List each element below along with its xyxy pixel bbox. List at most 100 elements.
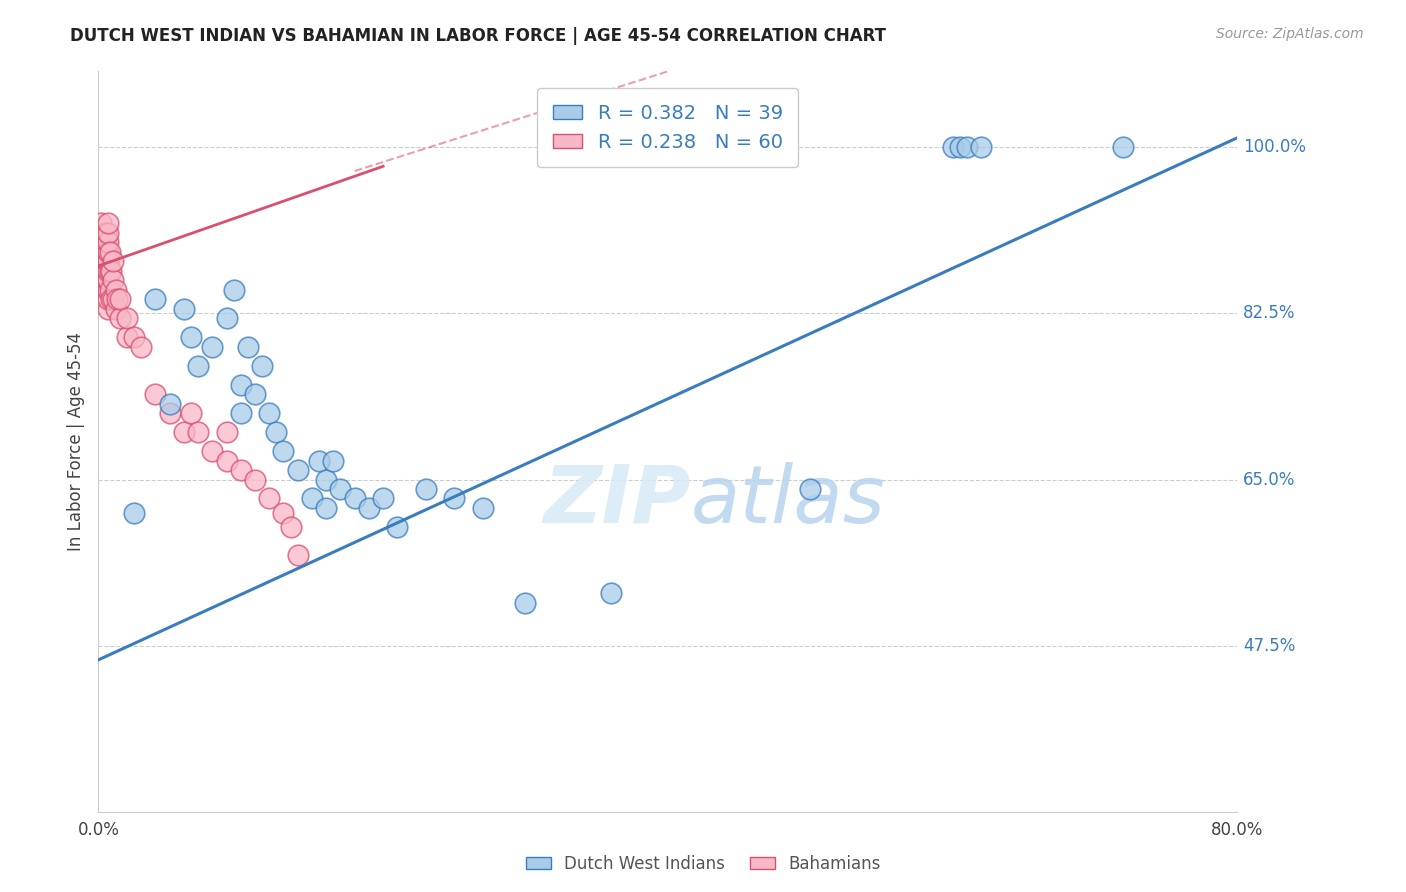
Text: ZIP: ZIP [543,462,690,540]
Point [159,406,181,420]
Point [471,500,494,515]
Point [273,444,295,458]
Point [515,596,537,610]
Point [90,226,112,240]
Point [949,140,972,154]
Point [108,292,131,306]
Point [1112,140,1135,154]
Point [98,244,121,259]
Point [104,283,127,297]
Point [93,244,115,259]
Point [97,254,120,268]
Text: atlas: atlas [690,462,886,540]
Point [129,340,152,354]
Point [173,425,195,439]
Point [180,406,202,420]
Point [100,292,122,306]
Point [415,482,437,496]
Point [329,482,352,496]
Point [97,235,120,250]
Y-axis label: In Labor Force | Age 45-54: In Labor Force | Age 45-54 [66,332,84,551]
Point [266,425,288,439]
Point [215,311,238,326]
Point [97,263,120,277]
Point [259,491,281,506]
Point [91,235,114,250]
Point [97,283,120,297]
Point [94,235,117,250]
Point [243,473,266,487]
Point [159,396,181,410]
Text: DUTCH WEST INDIAN VS BAHAMIAN IN LABOR FORCE | AGE 45-54 CORRELATION CHART: DUTCH WEST INDIAN VS BAHAMIAN IN LABOR F… [70,27,886,45]
Point [180,330,202,344]
Point [357,500,380,515]
Point [343,491,366,506]
Point [101,254,124,268]
Point [101,273,124,287]
Point [201,340,224,354]
Point [93,263,115,277]
Point [942,140,965,154]
Point [229,463,252,477]
Point [600,586,623,600]
Text: 82.5%: 82.5% [1243,304,1295,322]
Point [97,244,120,259]
Point [970,140,993,154]
Point [122,506,145,520]
Point [799,482,821,496]
Point [229,406,252,420]
Point [187,359,209,373]
Point [101,292,124,306]
Point [100,263,122,277]
Legend: R = 0.382   N = 39, R = 0.238   N = 60: R = 0.382 N = 39, R = 0.238 N = 60 [537,88,799,168]
Point [115,311,138,326]
Point [322,453,344,467]
Point [315,500,337,515]
Point [387,520,409,534]
Point [97,216,120,230]
Point [315,473,337,487]
Point [201,444,224,458]
Point [94,244,117,259]
Text: 100.0%: 100.0% [1243,138,1306,156]
Point [97,273,120,287]
Point [94,226,117,240]
Point [287,463,309,477]
Point [97,301,120,316]
Point [97,226,120,240]
Point [187,425,209,439]
Point [145,387,167,401]
Point [373,491,395,506]
Point [90,263,112,277]
Point [443,491,465,506]
Point [97,292,120,306]
Point [145,292,167,306]
Point [105,292,128,306]
Text: 65.0%: 65.0% [1243,470,1295,489]
Point [280,520,302,534]
Point [96,254,118,268]
Point [108,311,131,326]
Point [956,140,979,154]
Point [104,301,127,316]
Point [287,549,309,563]
Point [222,283,245,297]
Point [122,330,145,344]
Point [91,254,114,268]
Point [250,359,273,373]
Point [301,491,323,506]
Point [91,273,114,287]
Point [90,254,112,268]
Point [97,254,120,268]
Point [94,254,117,268]
Point [90,235,112,250]
Point [229,377,252,392]
Point [98,263,121,277]
Point [243,387,266,401]
Text: Source: ZipAtlas.com: Source: ZipAtlas.com [1216,27,1364,41]
Point [215,453,238,467]
Point [308,453,330,467]
Text: 47.5%: 47.5% [1243,637,1295,655]
Point [98,283,121,297]
Point [96,283,118,297]
